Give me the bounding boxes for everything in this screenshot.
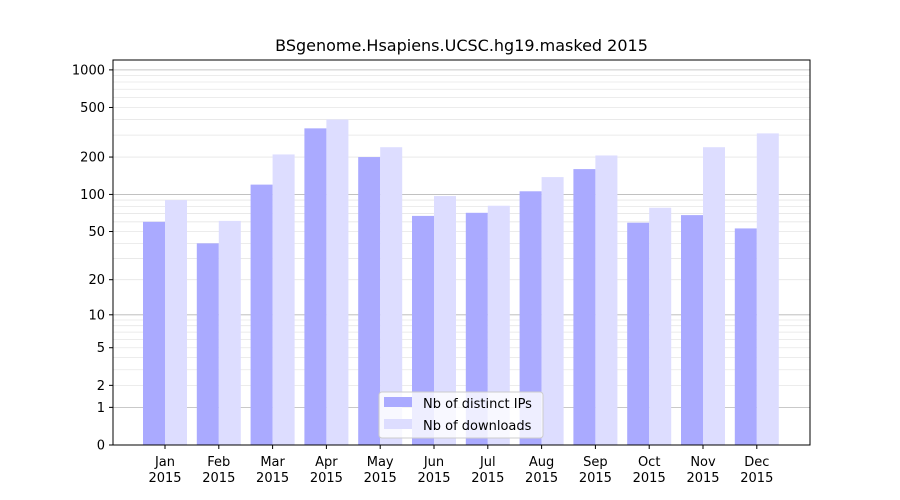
y-tick-label: 1 — [97, 401, 105, 416]
bar-downloads — [218, 220, 241, 445]
bar-distinct-ips — [519, 191, 542, 445]
y-tick-label: 20 — [88, 273, 105, 288]
y-tick-label: 200 — [80, 151, 105, 166]
x-tick-label-month: May — [367, 455, 394, 470]
bar-downloads — [487, 205, 510, 445]
bar-downloads — [380, 147, 403, 446]
x-tick-label-year: 2015 — [579, 471, 612, 486]
x-tick-label-year: 2015 — [633, 471, 666, 486]
bar-distinct-ips — [358, 157, 381, 445]
x-tick-label-year: 2015 — [686, 471, 719, 486]
bar-downloads — [326, 119, 349, 446]
bar-downloads — [756, 133, 779, 446]
legend-label-distinct-ips: Nb of distinct IPs — [423, 397, 532, 412]
y-tick-label: 0 — [97, 439, 105, 454]
bar-distinct-ips — [734, 228, 757, 445]
bar-distinct-ips — [250, 184, 273, 445]
y-tick-label: 10 — [88, 308, 105, 323]
bar-distinct-ips — [412, 215, 434, 445]
bar-downloads — [595, 155, 618, 445]
x-tick-label-month: Nov — [690, 455, 716, 470]
y-tick-label: 100 — [80, 188, 105, 203]
x-tick-label-month: Dec — [744, 455, 769, 470]
legend-swatch-distinct-ips — [384, 397, 412, 407]
y-tick-label: 50 — [88, 225, 105, 240]
x-tick-label-year: 2015 — [471, 471, 504, 486]
x-tick-label-month: Oct — [638, 455, 660, 470]
bar-distinct-ips — [465, 212, 488, 445]
x-tick-label-year: 2015 — [310, 471, 343, 486]
bar-downloads — [649, 207, 672, 445]
legend: Nb of distinct IPs Nb of downloads — [378, 391, 544, 439]
y-tick-label: 2 — [97, 379, 105, 394]
y-tick-label: 5 — [97, 341, 105, 356]
chart-title: BSgenome.Hsapiens.UCSC.hg19.masked 2015 — [275, 36, 648, 55]
bar-downloads — [434, 196, 456, 445]
x-tick-label-year: 2015 — [256, 471, 289, 486]
x-tick-label-year: 2015 — [202, 471, 235, 486]
x-tick-label-month: Jul — [479, 455, 496, 470]
x-tick-label-month: Jun — [423, 455, 444, 470]
x-tick-label-month: Feb — [207, 455, 230, 470]
bar-distinct-ips — [304, 128, 327, 446]
x-tick-label-month: Mar — [260, 455, 285, 470]
bar-downloads — [272, 154, 295, 446]
x-tick-label-month: Sep — [583, 455, 608, 470]
y-tick-label: 500 — [80, 101, 105, 116]
x-tick-label-month: Apr — [315, 455, 338, 470]
x-tick-label-year: 2015 — [525, 471, 558, 486]
bar-distinct-ips — [143, 221, 165, 445]
bar-downloads — [703, 147, 725, 446]
bar-downloads — [541, 177, 564, 445]
bar-distinct-ips — [681, 215, 703, 445]
x-tick-label-year: 2015 — [148, 471, 181, 486]
x-tick-label-month: Aug — [529, 455, 554, 470]
legend-label-downloads: Nb of downloads — [423, 419, 532, 434]
bar-distinct-ips — [573, 169, 596, 445]
bars — [143, 119, 779, 446]
x-tick-label-month: Jan — [154, 455, 175, 470]
bar-downloads — [165, 200, 187, 445]
bar-distinct-ips — [196, 243, 219, 445]
x-tick-label-year: 2015 — [364, 471, 397, 486]
legend-swatch-downloads — [384, 419, 412, 429]
x-tick-label-year: 2015 — [417, 471, 450, 486]
bar-distinct-ips — [627, 222, 650, 445]
y-tick-label: 1000 — [72, 63, 105, 78]
legend-box — [378, 391, 544, 439]
plot-frame — [112, 59, 811, 446]
axes: 01251020501002005001000Jan2015Feb2015Mar… — [72, 63, 773, 486]
x-tick-label-year: 2015 — [740, 471, 773, 486]
